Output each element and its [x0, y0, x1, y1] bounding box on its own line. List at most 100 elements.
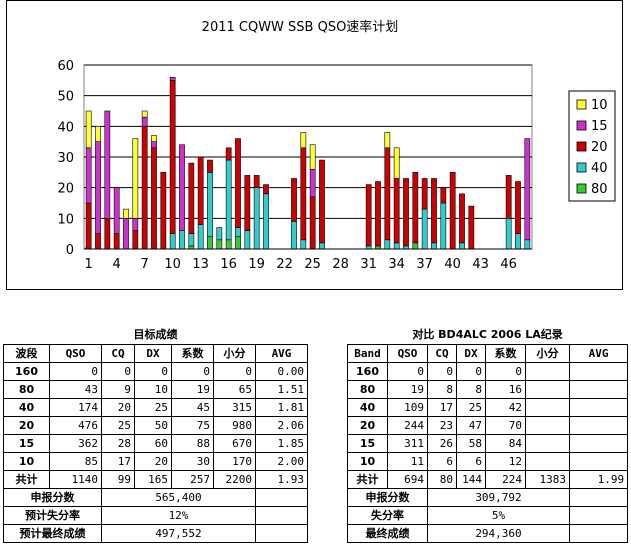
- compare-summary-label: 最终成绩: [347, 523, 428, 543]
- compare-value-cell: 0: [427, 361, 457, 381]
- compare-table: 对比 BD4ALC 2006 LA纪录 Band QSO CQ DX 系数 小分 AVG 1…: [347, 326, 629, 543]
- bar-segment-15m-11: [179, 144, 185, 231]
- x-tick-label: 16: [220, 257, 237, 272]
- bar-segment-20m-40: [449, 172, 456, 250]
- target-value-cell: 1.93: [254, 469, 309, 489]
- compare-value-cell: 244: [387, 415, 428, 435]
- bar-segment-10m-33: [384, 132, 391, 149]
- target-value-cell: 1140: [49, 469, 102, 489]
- bar-segment-40m-17: [235, 227, 241, 238]
- compare-value-cell: [525, 433, 570, 453]
- target-value-cell: 174: [49, 397, 102, 417]
- x-tick-label: 43: [472, 257, 489, 272]
- bar-segment-20m-14: [207, 159, 213, 173]
- x-tick-label: 7: [141, 257, 149, 272]
- y-tick-label: 30: [57, 151, 74, 166]
- bar-segment-40m-16: [225, 159, 232, 241]
- compare-value-cell: 47: [456, 415, 486, 435]
- target-table-row: 160 0 0 0 0 0 0.00: [3, 361, 309, 381]
- compare-header-cell: CQ: [427, 343, 457, 363]
- compare-value-cell: 12: [485, 451, 526, 471]
- target-summary-empty: [254, 505, 309, 525]
- bar-segment-40m-14: [207, 172, 213, 238]
- chart-svg: 2011 CQWW SSB QSO速率计划 0 10 20 30 40 50 60 1 4 7 10 1…: [57, 19, 616, 272]
- bar-segment-40m-48: [524, 239, 531, 250]
- target-value-cell: 9: [101, 379, 135, 399]
- compare-band-cell: 80: [347, 379, 388, 399]
- bar-segment-15m-4: [113, 187, 120, 234]
- x-tick-label: 40: [444, 257, 461, 272]
- compare-value-cell: 16: [485, 379, 526, 399]
- compare-value-cell: 11: [387, 451, 428, 471]
- compare-value-cell: [568, 361, 629, 381]
- target-value-cell: 25: [134, 397, 172, 417]
- target-value-cell: 0: [134, 361, 172, 381]
- compare-value-cell: 6: [456, 451, 486, 471]
- bar-segment-20m-20: [263, 184, 269, 195]
- target-header-row: 波段 QSO CQ DX 系数 小分 AVG: [3, 343, 309, 363]
- target-value-cell: 670: [213, 433, 256, 453]
- target-value-cell: 99: [101, 469, 135, 489]
- compare-band-cell: 共计: [347, 469, 388, 489]
- bar-segment-20m-25: [309, 196, 316, 250]
- target-value-cell: 50: [134, 415, 172, 435]
- bar-segment-10m-34: [393, 147, 400, 179]
- bar-segment-40m-37: [421, 208, 428, 250]
- bar-segment-20m-42: [468, 205, 475, 250]
- compare-value-cell: 17: [427, 397, 457, 417]
- target-value-cell: 0.00: [254, 361, 309, 381]
- bar-segment-80m-36: [412, 242, 419, 250]
- compare-value-cell: 70: [485, 415, 526, 435]
- target-value-cell: 10: [134, 379, 172, 399]
- target-value-cell: 165: [134, 469, 172, 489]
- compare-table-row: 共计 694 80 144 224 1383 1.99: [347, 469, 629, 489]
- compare-summary-value: 309,792: [427, 487, 570, 507]
- bar-segment-20m-41: [459, 193, 465, 244]
- compare-value-cell: 311: [387, 433, 428, 453]
- compare-body: 160 0 0 0 0 80 19 8 8 16 40 109 17 25 42 20 244 23 47 70 15 3…: [347, 361, 629, 489]
- compare-value-cell: 0: [456, 361, 486, 381]
- bar-segment-40m-47: [515, 233, 521, 250]
- bar-segment-20m-24: [300, 147, 307, 241]
- target-table-row: 15 362 28 60 88 670 1.85: [3, 433, 309, 453]
- compare-value-cell: 42: [485, 397, 526, 417]
- bar-segment-20m-32: [375, 181, 381, 247]
- bar-segment-40m-23: [291, 221, 297, 250]
- bar-segment-20m-12: [188, 162, 195, 234]
- compare-value-cell: 1.99: [568, 469, 629, 489]
- bar-segment-20m-7: [141, 126, 148, 250]
- y-tick-label: 10: [57, 212, 74, 227]
- target-value-cell: 25: [101, 415, 135, 435]
- bar-segment-20m-31: [365, 184, 372, 247]
- bar-segment-10m-2: [95, 126, 101, 142]
- bar-segment-80m-17: [235, 236, 241, 250]
- bar-segment-20m-39: [440, 187, 447, 204]
- compare-summary-row: 失分率 5%: [347, 505, 629, 525]
- compare-value-cell: 109: [387, 397, 428, 417]
- bar-segment-20m-3: [104, 218, 111, 250]
- y-tick-label: 50: [57, 90, 74, 105]
- target-table: 目标成绩 波段 QSO CQ DX 系数 小分 AVG 160 0 0 0 0 0 0.00 80 43 9 1…: [3, 326, 309, 543]
- legend-swatch-80: [576, 183, 587, 194]
- target-value-cell: 362: [49, 433, 102, 453]
- compare-band-cell: 10: [347, 451, 388, 471]
- target-header-cell: AVG: [254, 343, 309, 363]
- compare-value-cell: 80: [427, 469, 457, 489]
- compare-summary-empty: [568, 487, 629, 507]
- bar-segment-10m-24: [300, 132, 307, 149]
- bar-segment-20m-4: [113, 233, 120, 250]
- bar-segment-40m-39: [440, 202, 447, 250]
- target-header-cell: 小分: [213, 343, 256, 363]
- target-table-row: 20 476 25 50 75 980 2.06: [3, 415, 309, 435]
- target-value-cell: 0: [49, 361, 102, 381]
- legend-label-20: 20: [591, 140, 608, 155]
- bar-segment-20m-1: [85, 202, 92, 250]
- compare-value-cell: 8: [456, 379, 486, 399]
- target-table-row: 共计 1140 99 165 257 2200 1.93: [3, 469, 309, 489]
- compare-summary-row: 最终成绩 294,360: [347, 523, 629, 543]
- bar-segment-40m-12: [188, 233, 195, 247]
- compare-band-cell: 20: [347, 415, 388, 435]
- target-value-cell: 28: [101, 433, 135, 453]
- bar-segment-15m-25: [309, 168, 316, 198]
- compare-header-row: Band QSO CQ DX 系数 小分 AVG: [347, 343, 629, 363]
